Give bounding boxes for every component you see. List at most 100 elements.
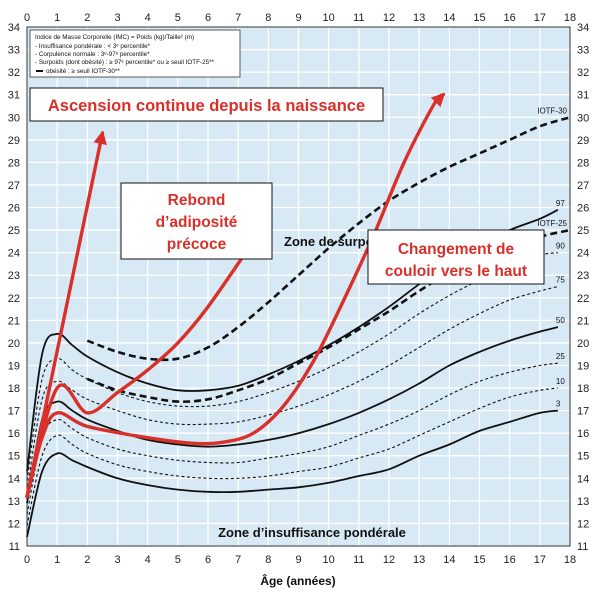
y-tick-label-right: 31 <box>577 90 589 102</box>
y-tick-label-right: 29 <box>577 135 589 147</box>
x-tick-label-bottom: 8 <box>265 554 271 566</box>
y-tick-label-left: 30 <box>8 112 20 124</box>
x-tick-label-bottom: 18 <box>564 554 576 566</box>
y-tick-label-left: 21 <box>8 315 20 327</box>
curve-90 <box>26 252 558 481</box>
x-tick-label-top: 10 <box>323 12 335 24</box>
y-tick-label-right: 18 <box>577 383 589 395</box>
y-tick-label-right: 11 <box>577 541 588 553</box>
y-tick-label-right: 15 <box>577 451 589 463</box>
y-tick-label-left: 25 <box>8 225 20 237</box>
x-tick-label-bottom: 3 <box>114 554 120 566</box>
y-tick-label-right: 17 <box>577 406 589 418</box>
y-tick-label-left: 24 <box>8 248 20 260</box>
y-tick-label-right: 33 <box>577 45 589 57</box>
x-tick-label-bottom: 11 <box>353 554 364 566</box>
y-tick-label-left: 26 <box>8 203 20 215</box>
y-tick-label-left: 11 <box>9 541 20 553</box>
curve-3 <box>26 409 559 538</box>
x-tick-label-top: 12 <box>383 12 395 24</box>
y-tick-label-left: 32 <box>8 67 20 79</box>
curve-10 <box>26 387 558 526</box>
curve-label-75: 75 <box>556 276 565 285</box>
y-tick-label-right: 28 <box>577 157 589 169</box>
curve-label-iotf-30: IOTF-30 <box>537 106 567 115</box>
y-tick-label-left: 13 <box>8 496 20 508</box>
y-tick-label-left: 34 <box>8 22 20 34</box>
y-tick-label-right: 20 <box>577 338 589 350</box>
x-tick-label-bottom: 7 <box>235 554 241 566</box>
x-tick-label-top: 11 <box>353 12 364 24</box>
legend-box <box>29 29 241 78</box>
x-tick-label-top: 0 <box>24 12 30 24</box>
x-tick-label-bottom: 17 <box>534 554 546 566</box>
x-tick-label-top: 7 <box>235 12 241 24</box>
x-tick-label-top: 16 <box>504 12 516 24</box>
x-tick-label-top: 2 <box>84 12 90 24</box>
x-tick-label-top: 15 <box>473 12 485 24</box>
legend-line-4: - Surpoids (dont obésité) : ≥ 97ᵉ percen… <box>35 59 215 66</box>
y-tick-label-right: 25 <box>577 225 589 237</box>
curve-25 <box>26 362 558 515</box>
x-tick-label-bottom: 15 <box>473 554 485 566</box>
curve-label-90: 90 <box>556 242 565 251</box>
y-tick-label-right: 23 <box>577 270 589 282</box>
annotation-box <box>120 182 273 260</box>
x-tick-label-top: 14 <box>443 12 455 24</box>
x-tick-label-top: 4 <box>145 12 151 24</box>
y-tick-label-left: 12 <box>8 518 20 530</box>
curve-label-25: 25 <box>556 352 565 361</box>
x-tick-label-top: 6 <box>205 12 211 24</box>
x-tick-label-bottom: 6 <box>205 554 211 566</box>
y-tick-label-left: 20 <box>8 338 20 350</box>
curve-iotf-25 <box>86 228 571 403</box>
x-tick-label-bottom: 5 <box>175 554 181 566</box>
x-tick-label-bottom: 14 <box>443 554 455 566</box>
x-tick-label-bottom: 2 <box>84 554 90 566</box>
annotation-box <box>367 229 545 285</box>
annotation-text: Rebond <box>168 192 226 209</box>
y-tick-label-right: 27 <box>577 180 589 192</box>
y-tick-label-left: 29 <box>8 135 20 147</box>
curve-label-50: 50 <box>556 316 565 325</box>
y-tick-label-right: 21 <box>577 315 589 327</box>
x-tick-label-bottom: 9 <box>295 554 301 566</box>
x-tick-label-bottom: 12 <box>383 554 395 566</box>
curve-label-iotf-25: IOTF-25 <box>537 219 567 228</box>
legend: Indice de Masse Corporelle (IMC) = Poids… <box>29 29 241 78</box>
annotation-text: d’adiposité <box>156 214 238 231</box>
curve-50 <box>26 326 559 504</box>
x-tick-label-top: 13 <box>413 12 425 24</box>
y-tick-label-left: 23 <box>8 270 20 282</box>
x-tick-label-top: 18 <box>564 12 576 24</box>
legend-line-5: obésité : ≥ seuil IOTF-30** <box>46 68 120 75</box>
y-tick-label-left: 14 <box>8 473 20 485</box>
x-tick-label-bottom: 0 <box>24 554 30 566</box>
x-tick-label-top: 5 <box>175 12 181 24</box>
legend-line-2: - Insuffisance pondérale : < 3ᵉ percenti… <box>35 43 151 50</box>
y-tick-label-left: 15 <box>8 451 20 463</box>
curve-label-3: 3 <box>556 400 561 409</box>
curve-label-10: 10 <box>556 377 565 386</box>
zone-underweight-label: Zone d’insuffisance pondérale <box>218 525 406 540</box>
legend-line-1: Indice de Masse Corporelle (IMC) = Poids… <box>35 34 194 41</box>
y-tick-label-right: 14 <box>577 473 589 485</box>
y-tick-label-left: 19 <box>8 360 20 372</box>
zone-labels: Zone de surpoids Zone d’insuffisance pon… <box>218 234 406 540</box>
y-tick-label-right: 19 <box>577 360 589 372</box>
x-tick-label-bottom: 10 <box>323 554 335 566</box>
annotation-text: couloir vers le haut <box>385 263 527 280</box>
y-tick-label-left: 16 <box>8 428 20 440</box>
x-tick-label-top: 8 <box>265 12 271 24</box>
y-tick-label-left: 28 <box>8 157 20 169</box>
annotation-box <box>29 87 384 122</box>
y-tick-label-right: 30 <box>577 112 589 124</box>
y-tick-label-right: 12 <box>577 518 589 530</box>
x-tick-label-top: 3 <box>114 12 120 24</box>
x-tick-label-top: 1 <box>54 12 60 24</box>
x-tick-label-bottom: 16 <box>504 554 516 566</box>
x-tick-label-bottom: 13 <box>413 554 425 566</box>
x-tick-label-top: 9 <box>295 12 301 24</box>
y-tick-label-left: 17 <box>8 406 20 418</box>
